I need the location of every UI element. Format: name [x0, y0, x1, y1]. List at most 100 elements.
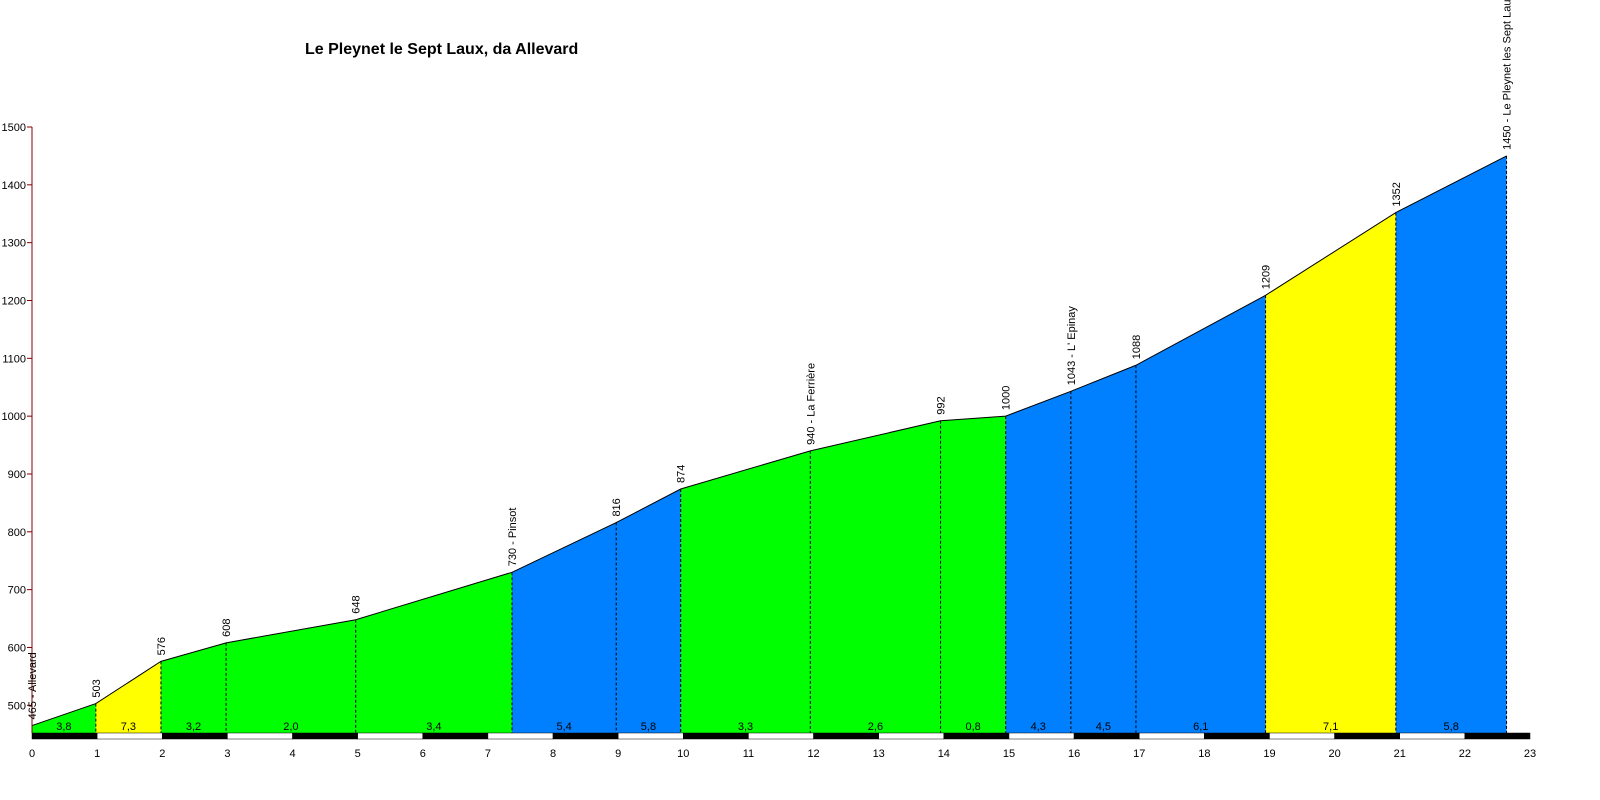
x-tick-label: 6	[420, 748, 426, 760]
distance-bar	[31, 732, 1531, 740]
segment-fill-13	[1135, 295, 1266, 733]
grade-label: 3,4	[426, 721, 441, 733]
x-tick-label: 22	[1459, 748, 1471, 760]
x-tick-label: 2	[159, 748, 165, 760]
segment-fill-4	[226, 619, 356, 733]
distance-bar-cell	[162, 732, 228, 740]
x-tick-label: 9	[615, 748, 621, 760]
point-label: 992	[936, 396, 948, 414]
distance-bar-cell	[1204, 732, 1270, 740]
point-labels: 465 - Allevard 503 576 608 648 730 - Pinsot 81…	[27, 0, 1514, 720]
grade-label: 2,0	[283, 721, 298, 733]
y-tick-label: 800	[8, 527, 26, 539]
segment-fill-1	[32, 703, 96, 733]
y-tick-label: 1300	[2, 238, 26, 250]
point-label: 940 - La Ferrière	[805, 363, 817, 445]
distance-bar-cell	[96, 732, 163, 740]
point-label: 648	[351, 595, 363, 613]
x-tick-label: 16	[1068, 748, 1080, 760]
x-tick-label: 18	[1198, 748, 1210, 760]
point-label: 503	[91, 679, 103, 697]
point-label: 465 - Allevard	[27, 652, 39, 719]
point-label: 816	[611, 498, 623, 516]
point-label: 1000	[1001, 386, 1013, 410]
grade-label: 4,5	[1096, 721, 1111, 733]
x-tick-label: 17	[1133, 748, 1145, 760]
grade-label: 0,8	[965, 721, 980, 733]
grade-labels: 3,8 7,3 3,2 2,0 3,4 5,4 5,8 3,3 2,6 0,8 4,3 4,5 6,1 7…	[56, 721, 1459, 733]
point-label: 730 - Pinsot	[507, 508, 519, 567]
y-tick-label: 700	[8, 585, 26, 597]
grade-label: 4,3	[1031, 721, 1046, 733]
grade-label: 3,8	[56, 721, 71, 733]
x-tick-label: 0	[29, 748, 35, 760]
point-label: 1043 - L' Epinay	[1066, 306, 1078, 386]
grade-label: 2,6	[868, 721, 883, 733]
y-tick-label: 600	[8, 642, 26, 654]
grade-label: 5,8	[1444, 721, 1459, 733]
grade-label: 7,3	[121, 721, 136, 733]
grade-label: 3,2	[186, 721, 201, 733]
grade-label: 5,4	[556, 721, 571, 733]
segment-dividers	[95, 155, 1508, 733]
distance-bar-cell	[357, 732, 424, 740]
distance-bar-cell	[487, 732, 554, 740]
distance-bar-cell	[748, 732, 814, 740]
y-tick-label: 1100	[2, 353, 26, 365]
distance-bar-cell	[552, 732, 619, 740]
distance-bar-cell	[1269, 732, 1335, 740]
distance-bar-cell	[943, 732, 1010, 740]
y-tick-label: 1000	[2, 411, 26, 423]
x-tick-label: 20	[1328, 748, 1340, 760]
segment-fill-15	[1395, 155, 1507, 733]
y-tick-label: 1500	[2, 122, 26, 134]
distance-bar-cell	[31, 732, 98, 740]
profile-line	[31, 155, 1507, 727]
grade-label: 5,8	[641, 721, 656, 733]
distance-bar-cell	[227, 732, 293, 740]
segment-fill-8	[680, 450, 811, 733]
distance-bar-cell	[813, 732, 879, 740]
distance-bar-cell	[683, 732, 749, 740]
x-tick-label: 7	[485, 748, 491, 760]
y-tick-label: 1200	[2, 295, 26, 307]
point-label: 576	[156, 637, 168, 655]
distance-bar-cell	[422, 732, 489, 740]
y-tick-label: 900	[8, 469, 26, 481]
point-label: 608	[221, 618, 233, 636]
point-label: 1352	[1391, 182, 1403, 206]
segment-fill-11	[1005, 391, 1071, 733]
distance-bar-cell	[1334, 732, 1400, 740]
x-axis: 0 1 2 3 4 5 6 7 8 9 10 11 12 13 14 15 16 17 18 19 20 21 22 23	[29, 748, 1536, 760]
x-tick-label: 13	[873, 748, 885, 760]
distance-bar-cell	[292, 732, 358, 740]
distance-bar-cell	[878, 732, 945, 740]
grade-label: 7,1	[1323, 721, 1338, 733]
profile-segments	[32, 155, 1507, 733]
segment-fill-10	[940, 416, 1006, 733]
x-tick-label: 10	[677, 748, 689, 760]
x-tick-label: 21	[1394, 748, 1406, 760]
segment-fill-2	[95, 661, 161, 733]
point-label: 874	[676, 465, 688, 483]
distance-bar-cell	[1008, 732, 1075, 740]
x-tick-label: 19	[1263, 748, 1275, 760]
point-label: 1450 - Le Pleynet les Sept Laux	[1502, 0, 1514, 150]
chart-title: Le Pleynet le Sept Laux, da Allevard	[305, 41, 578, 58]
x-tick-label: 12	[807, 748, 819, 760]
x-tick-label: 4	[289, 748, 295, 760]
distance-bar-cell	[1073, 732, 1140, 740]
grade-label: 3,3	[738, 721, 753, 733]
segment-fill-3	[160, 642, 227, 733]
segment-fill-7	[616, 489, 681, 733]
segment-fill-9	[810, 420, 941, 733]
segment-fill-5	[355, 572, 513, 733]
distance-bar-cell	[1464, 732, 1531, 740]
x-tick-label: 23	[1524, 748, 1536, 760]
x-tick-label: 1	[94, 748, 100, 760]
grade-label: 6,1	[1193, 721, 1208, 733]
point-label: 1088	[1131, 335, 1143, 359]
point-label: 1209	[1261, 265, 1273, 289]
x-tick-label: 8	[550, 748, 556, 760]
